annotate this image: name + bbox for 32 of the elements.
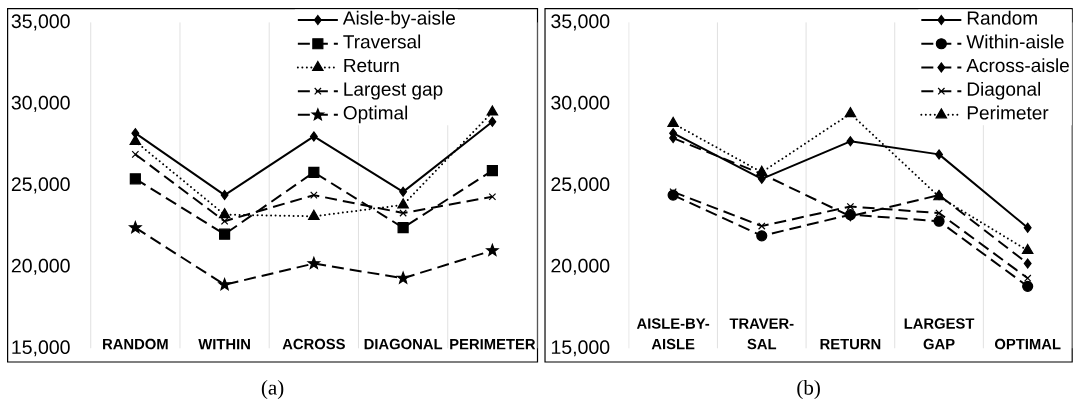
y-tick-label: 25,000 [11, 177, 70, 194]
y-tick-label: 35,000 [551, 14, 610, 31]
y-tick-label: 30,000 [11, 95, 70, 112]
legend-label: Return [344, 58, 399, 73]
x-tick-label: RETURN [820, 338, 881, 350]
legend-label: Across-aisle [966, 58, 1069, 73]
legend-label: Traversal [343, 34, 421, 49]
x-tick-label: DIAGONAL [364, 338, 443, 350]
y-tick-label: 20,000 [551, 258, 610, 275]
y-tick-label: 25,000 [551, 177, 610, 194]
x-tick-label: LARGEST GAP [904, 318, 975, 350]
text: (b) [797, 379, 820, 399]
text: (a) [261, 379, 284, 399]
x-tick-label: PERIMETER [450, 339, 536, 350]
x-tick-label: OPTIMAL [994, 338, 1061, 350]
x-tick-label: TRAVER-SAL [729, 318, 794, 350]
x-tick-label: WITHIN [198, 339, 250, 350]
legend-label: Perimeter [967, 105, 1049, 120]
x-tick-label: ACROSS [282, 338, 345, 350]
y-tick-label: 20,000 [11, 258, 70, 275]
legend-label: Random [967, 10, 1037, 25]
legend-label: Aisle-by-aisle [342, 10, 455, 29]
x-tick-label: AISLE-BY-AISLE [636, 318, 710, 350]
y-tick-label: 35,000 [11, 14, 70, 31]
legend-label: Optimal [343, 105, 408, 124]
y-tick-label: 30,000 [551, 95, 610, 112]
x-tick-label: RANDOM [103, 338, 168, 350]
legend-label: Largest gap [344, 82, 443, 100]
y-tick-label: 15,000 [12, 340, 70, 357]
legend-label: Diagonal [967, 81, 1041, 100]
legend-label: Within-aisle [966, 34, 1064, 49]
y-tick-label: 15,000 [551, 340, 610, 357]
